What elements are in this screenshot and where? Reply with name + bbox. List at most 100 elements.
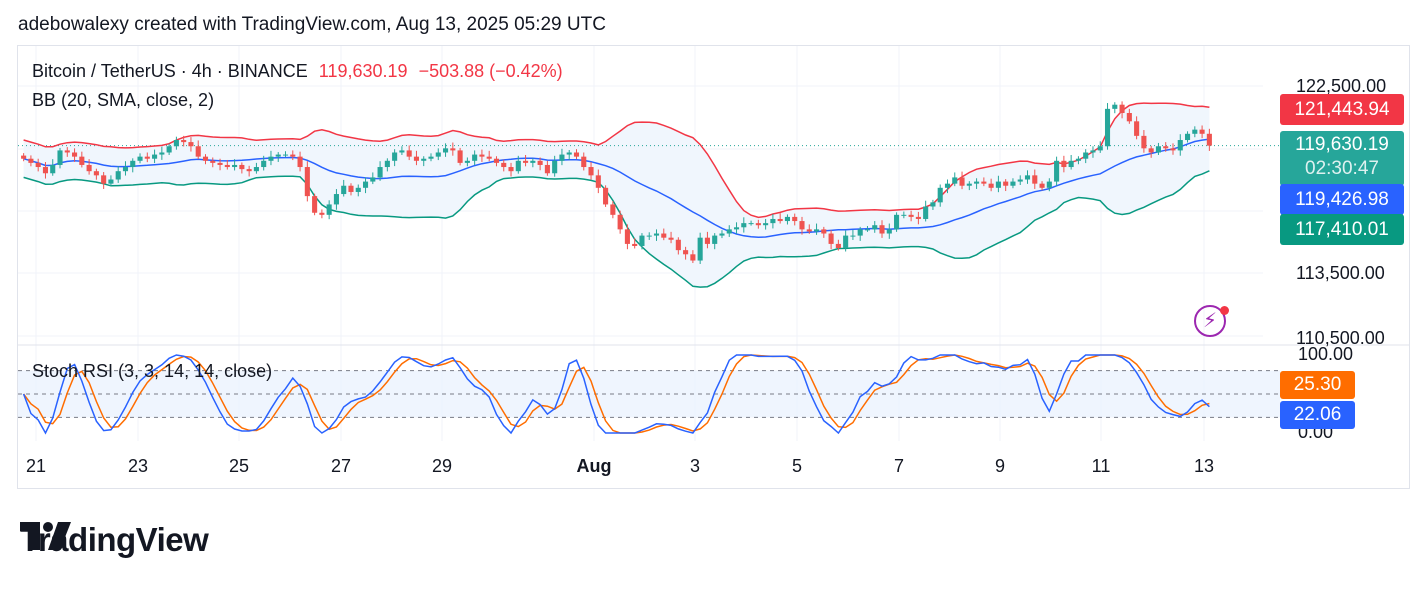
candle-body xyxy=(152,154,158,159)
candle-body xyxy=(1184,133,1191,141)
candle-body xyxy=(581,156,587,168)
candle-body xyxy=(72,152,78,157)
stoch-d-tag: 25.30 xyxy=(1280,371,1355,399)
candle-body xyxy=(1148,148,1154,153)
candle-body xyxy=(1010,181,1016,186)
chart-header: adebowalexy created with TradingView.com… xyxy=(18,14,606,35)
candle-body xyxy=(799,221,805,230)
candle-body xyxy=(457,150,463,163)
candle-body xyxy=(1075,158,1081,161)
candle-body xyxy=(181,140,187,143)
candle-body xyxy=(813,229,820,232)
candle-body xyxy=(377,167,383,178)
candle-body xyxy=(326,204,332,215)
candle-body xyxy=(188,142,194,147)
candle-body xyxy=(399,150,405,153)
candle-body xyxy=(712,235,718,244)
candle-body xyxy=(988,183,994,188)
candle-body xyxy=(624,229,630,244)
last-price-tag: 119,630.19 02:30:47 xyxy=(1280,131,1404,186)
candle-body xyxy=(35,162,41,168)
candle-body xyxy=(282,154,289,156)
candle-body xyxy=(559,154,565,161)
candle-body xyxy=(290,154,296,157)
candle-body xyxy=(1083,152,1089,159)
candle-body xyxy=(312,196,318,213)
candle-body xyxy=(202,156,209,161)
candle-body xyxy=(246,169,252,172)
candle-body xyxy=(224,164,230,168)
x-tick: 13 xyxy=(1193,456,1215,476)
candle-body xyxy=(981,181,987,184)
candle-body xyxy=(632,243,638,246)
candle-body xyxy=(784,216,790,222)
candle-body xyxy=(843,235,849,249)
candle-body xyxy=(719,233,725,236)
candle-body xyxy=(1170,148,1176,151)
candle-body xyxy=(464,160,470,163)
x-tick: 3 xyxy=(689,456,701,476)
x-tick: 25 xyxy=(228,456,250,476)
candle-body xyxy=(86,164,92,172)
notification-dot xyxy=(1220,306,1229,315)
candle-body xyxy=(1126,113,1132,122)
bb-legend[interactable]: BB (20, SMA, close, 2) xyxy=(32,90,215,110)
candle-body xyxy=(28,158,34,163)
candle-body xyxy=(486,156,492,159)
tradingview-logo[interactable]: TradingView xyxy=(20,521,209,559)
candle-body xyxy=(595,175,601,188)
candle-body xyxy=(515,160,521,172)
candle-body xyxy=(915,216,921,219)
candle-body xyxy=(333,194,339,205)
candle-body xyxy=(93,171,99,176)
candle-body xyxy=(355,187,361,192)
x-tick: 23 xyxy=(127,456,149,476)
candle-body xyxy=(704,237,710,244)
candle-body xyxy=(530,160,536,163)
candle-body xyxy=(1003,181,1009,186)
candle-body xyxy=(857,229,863,236)
x-tick: 7 xyxy=(893,456,905,476)
chart-canvas[interactable] xyxy=(18,46,1410,489)
candle-body xyxy=(1017,179,1023,182)
candle-body xyxy=(944,183,951,188)
candle-body xyxy=(1206,133,1212,146)
symbol-name: Bitcoin / TetherUS · 4h · BINANCE xyxy=(32,61,308,81)
stoch-legend[interactable]: Stoch RSI (3, 3, 14, 14, close) xyxy=(32,361,273,381)
candle-body xyxy=(646,235,652,237)
candle-body xyxy=(232,164,238,168)
candle-body xyxy=(726,229,732,234)
candle-body xyxy=(886,229,892,234)
lightning-icon[interactable]: ⚡ xyxy=(1194,305,1226,337)
candle-body xyxy=(894,214,900,230)
candle-body xyxy=(435,152,441,157)
candle-body xyxy=(697,237,703,261)
candle-body xyxy=(1155,146,1161,153)
candle-body xyxy=(479,154,485,157)
candle-body xyxy=(79,156,85,165)
candle-body xyxy=(792,216,798,222)
candle-body xyxy=(1177,140,1183,151)
x-tick: Aug xyxy=(576,456,612,476)
candle-body xyxy=(1046,181,1052,188)
candle-body xyxy=(821,229,827,234)
chart-frame[interactable]: Bitcoin / TetherUS · 4h · BINANCE 119,63… xyxy=(17,45,1410,489)
price-change: −503.88 (−0.42%) xyxy=(418,61,563,81)
candle-body xyxy=(1104,108,1111,147)
candle-body xyxy=(341,185,347,195)
candle-body xyxy=(741,223,747,228)
x-tick: 29 xyxy=(431,456,453,476)
symbol-legend[interactable]: Bitcoin / TetherUS · 4h · BINANCE 119,63… xyxy=(32,61,563,82)
candle-body xyxy=(639,235,645,246)
candle-body xyxy=(661,233,667,238)
candle-body xyxy=(501,162,507,168)
candle-body xyxy=(835,243,841,249)
candle-body xyxy=(901,214,907,216)
candle-body xyxy=(108,179,114,184)
candle-body xyxy=(392,152,398,161)
candle-body xyxy=(319,212,325,215)
candle-body xyxy=(406,150,412,157)
candle-body xyxy=(544,164,550,174)
candle-body xyxy=(268,156,274,161)
candle-body xyxy=(872,225,878,230)
